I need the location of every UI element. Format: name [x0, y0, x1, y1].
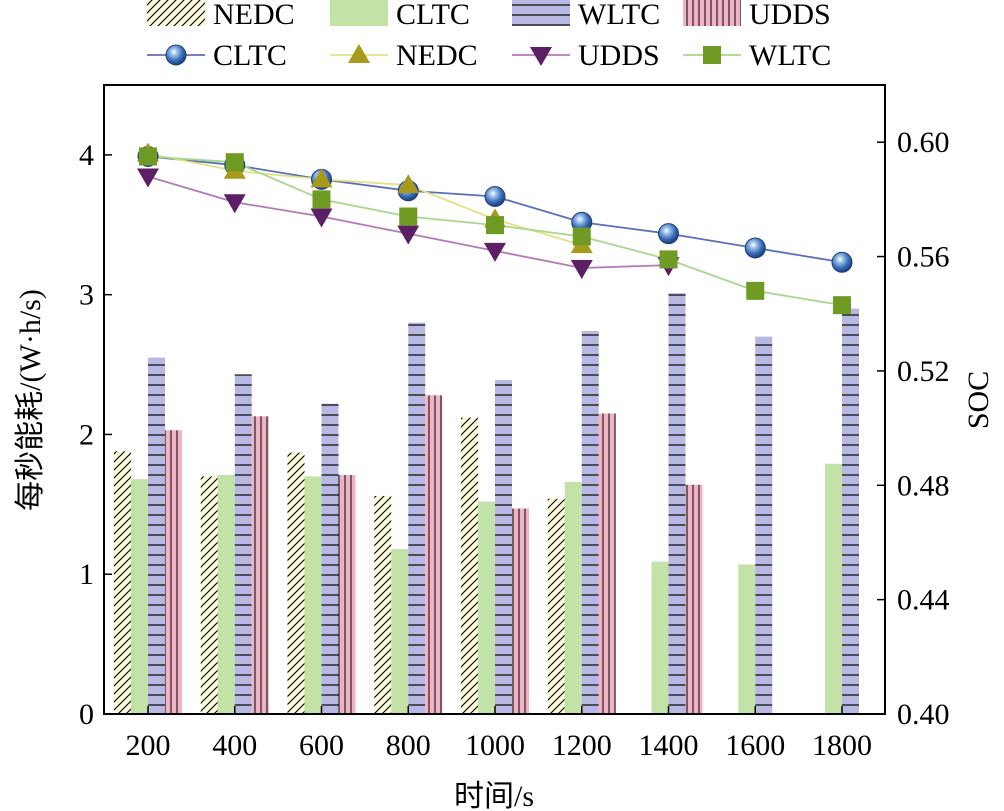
- point-nedc-600: [310, 168, 333, 188]
- ticks-layer: 200 400 600 800 1000 1200 1400 1600 1800 0 1 2 3 4 0.4…: [79, 126, 950, 762]
- legend-marker-udds: [530, 47, 552, 66]
- bar-cltc-200: [131, 479, 148, 714]
- bar-cltc-1400: [651, 561, 669, 714]
- point-wltc-1600: [746, 281, 765, 300]
- x-axis-title: 时间/s: [454, 780, 534, 811]
- point-udds-1200: [570, 259, 593, 279]
- point-cltc-1400: [658, 223, 679, 245]
- y2-tick-label: 0.52: [897, 355, 950, 388]
- bar-wltc-400: [234, 374, 252, 714]
- y2-tick-label: 0.56: [897, 241, 950, 274]
- legend-label: WLTC: [749, 39, 831, 72]
- point-wltc-1400: [659, 250, 678, 269]
- point-udds-1000: [484, 242, 506, 262]
- x-tick-label: 600: [299, 729, 344, 762]
- point-wltc-1800: [833, 296, 851, 315]
- legend-label: WLTC: [578, 0, 660, 31]
- y2-tick-label: 0.44: [897, 584, 950, 617]
- bar-udds-1400: [685, 484, 703, 714]
- bar-nedc-200: [114, 451, 131, 714]
- x-tick-label: 400: [212, 729, 257, 762]
- legend-label: CLTC: [213, 39, 287, 72]
- y-axis-title: 每秒能耗/(W·h/s): [14, 289, 47, 511]
- legend: NEDC CLTC WLTC UDDS CLTC NEDC UDDS WLTC: [147, 0, 831, 72]
- legend-swatch-udds: [683, 0, 741, 26]
- point-udds-400: [223, 194, 246, 214]
- legend-swatch-cltc: [330, 0, 388, 26]
- point-udds-800: [397, 225, 420, 245]
- point-wltc-600: [312, 190, 331, 209]
- y-tick-label: 4: [79, 139, 94, 172]
- bar-wltc-1800: [842, 308, 859, 714]
- point-wltc-400: [225, 153, 244, 172]
- x-tick-label: 1000: [465, 729, 525, 762]
- x-tick-label: 1400: [639, 729, 699, 762]
- bar-nedc-400: [200, 476, 218, 714]
- legend-label: UDDS: [749, 0, 831, 31]
- point-cltc-1000: [484, 186, 506, 208]
- bar-cltc-1800: [825, 463, 842, 714]
- legend-swatch-nedc: [147, 0, 205, 26]
- x-tick-label: 200: [126, 729, 171, 762]
- bar-cltc-1600: [738, 564, 756, 714]
- bar-wltc-800: [408, 322, 426, 714]
- y2-tick-label: 0.40: [897, 698, 950, 731]
- x-tick-label: 1200: [552, 729, 612, 762]
- legend-label: NEDC: [213, 0, 295, 31]
- line-nedc: [147, 152, 583, 246]
- bar-udds-400: [251, 416, 269, 714]
- legend-label: UDDS: [578, 39, 660, 72]
- bar-wltc-200: [148, 357, 165, 714]
- y-tick-label: 3: [79, 279, 94, 312]
- x-tick-label: 800: [386, 729, 431, 762]
- bar-cltc-800: [391, 549, 409, 714]
- bar-udds-200: [165, 430, 182, 714]
- point-cltc-1600: [744, 237, 766, 259]
- legend-label: CLTC: [396, 0, 470, 31]
- point-udds-200: [137, 168, 159, 188]
- bar-cltc-1000: [478, 501, 495, 714]
- legend-marker-wltc: [703, 46, 721, 64]
- bar-wltc-1600: [755, 336, 773, 714]
- bar-nedc-1000: [461, 417, 478, 714]
- bar-udds-800: [425, 395, 443, 714]
- legend-label: NEDC: [396, 39, 478, 72]
- y2-axis-title: SOC: [962, 371, 995, 429]
- bar-wltc-1400: [668, 293, 686, 714]
- bar-nedc-600: [287, 452, 305, 714]
- point-wltc-1200: [572, 227, 591, 246]
- bar-udds-1200: [598, 413, 616, 714]
- x-tick-label: 1600: [725, 729, 785, 762]
- legend-marker-cltc: [165, 44, 187, 66]
- bar-nedc-1200: [547, 498, 565, 714]
- bar-udds-600: [338, 474, 356, 714]
- point-wltc-1000: [486, 216, 504, 235]
- bar-nedc-800: [374, 495, 392, 714]
- y-tick-label: 1: [79, 558, 94, 591]
- lines-layer: [137, 142, 853, 315]
- bars-layer: [114, 293, 859, 714]
- bar-wltc-600: [321, 403, 339, 714]
- point-wltc-200: [139, 147, 157, 166]
- legend-marker-nedc: [348, 44, 370, 63]
- point-udds-600: [310, 208, 333, 228]
- y-tick-label: 0: [79, 698, 94, 731]
- y2-tick-label: 0.60: [897, 126, 950, 159]
- point-cltc-1800: [831, 251, 853, 273]
- bar-wltc-1200: [581, 331, 599, 714]
- y2-tick-label: 0.48: [897, 469, 950, 502]
- bar-udds-1000: [512, 508, 529, 714]
- point-wltc-800: [399, 207, 418, 226]
- y-tick-label: 2: [79, 418, 94, 451]
- legend-swatch-wltc: [512, 0, 570, 26]
- bar-cltc-600: [304, 476, 322, 714]
- x-tick-label: 1800: [812, 729, 872, 762]
- bar-cltc-400: [217, 474, 235, 714]
- bar-wltc-1000: [495, 379, 512, 714]
- bar-cltc-1200: [564, 481, 582, 714]
- point-nedc-800: [397, 174, 420, 194]
